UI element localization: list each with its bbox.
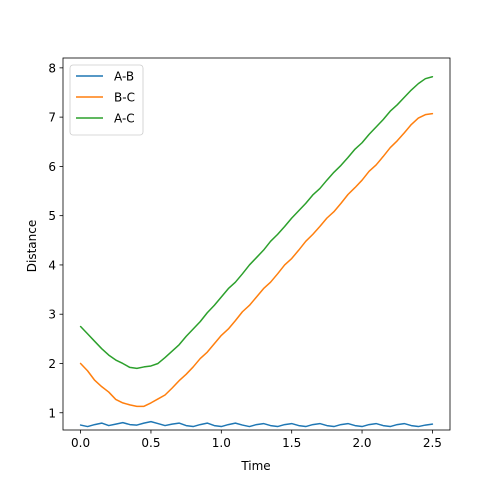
y-tick-label: 1 — [48, 406, 56, 420]
series-line-b-c — [79, 112, 434, 408]
y-tick-label: 2 — [48, 357, 56, 371]
x-tick-label: 2.0 — [352, 436, 371, 450]
x-tick-label: 1.5 — [282, 436, 301, 450]
x-tick-label: 0.5 — [141, 436, 160, 450]
axes-frame — [62, 57, 451, 431]
y-tick-label: 5 — [48, 209, 56, 223]
x-tick-label: 0.0 — [71, 436, 90, 450]
x-axis-label: Time — [240, 459, 270, 473]
series-line-a-b — [79, 420, 434, 428]
legend-label-a-b: A-B — [114, 70, 134, 84]
y-axis-label: Distance — [25, 220, 39, 272]
legend: A-B B-C A-C — [69, 64, 144, 136]
plot-area — [79, 75, 434, 428]
y-tick-label: 4 — [48, 258, 56, 272]
y-tick-label: 7 — [48, 111, 56, 125]
y-tick-label: 3 — [48, 308, 56, 322]
x-tick-label: 2.5 — [423, 436, 442, 450]
axes: 0.0 0.5 1.0 1.5 2.0 2.5 1 2 3 4 5 6 7 8 — [48, 57, 451, 450]
y-tick-label: 8 — [48, 61, 56, 75]
legend-label-a-c: A-C — [114, 112, 135, 126]
legend-label-b-c: B-C — [114, 91, 135, 105]
y-tick-label: 6 — [48, 160, 56, 174]
x-tick-label: 1.0 — [212, 436, 231, 450]
series-line-a-c — [79, 75, 434, 370]
